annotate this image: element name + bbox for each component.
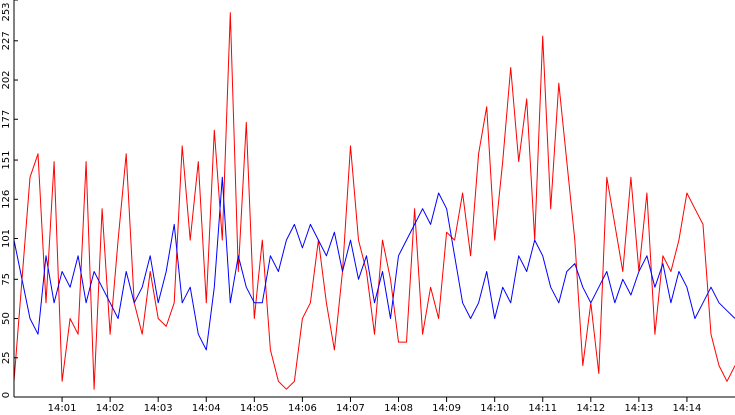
y-tick-label: 227 [1, 31, 12, 50]
x-tick-label: 14:08 [384, 403, 413, 414]
x-tick-label: 14:07 [336, 403, 365, 414]
y-tick-label: 151 [1, 151, 12, 170]
y-tick-label: 101 [1, 229, 12, 248]
x-axis: 14:01 14:02 14:03 14:04 14:05 14:06 14:07 14:08… [14, 396, 735, 414]
x-tick-label: 14:13 [624, 403, 653, 414]
series-layer [13, 12, 735, 390]
x-tick-label: 14:06 [288, 403, 317, 414]
x-tick-label: 14:01 [48, 403, 77, 414]
y-tick-label: 50 [1, 312, 12, 325]
y-tick-label: 126 [1, 190, 12, 209]
y-tick-label: 253 [1, 2, 12, 21]
x-tick-label: 14:10 [480, 403, 509, 414]
x-tick-label: 14:03 [144, 403, 173, 414]
y-tick-label: 75 [1, 273, 12, 286]
series-line-1 [13, 176, 735, 351]
x-tick-label: 14:11 [528, 403, 557, 414]
x-tick-label: 14:05 [240, 403, 269, 414]
x-tick-label: 14:09 [432, 403, 461, 414]
x-tick-label: 14:14 [673, 403, 702, 414]
y-tick-label: 0 [1, 392, 12, 398]
y-tick-label: 202 [1, 70, 12, 89]
x-tick-label: 14:12 [576, 403, 605, 414]
y-tick-label: 177 [1, 110, 12, 129]
y-axis: 0 25 50 75 101 126 151 177 202 227 253 [1, 0, 18, 398]
x-tick-label: 14:02 [96, 403, 125, 414]
y-tick-label: 25 [1, 351, 12, 364]
x-tick-label: 14:04 [192, 403, 221, 414]
